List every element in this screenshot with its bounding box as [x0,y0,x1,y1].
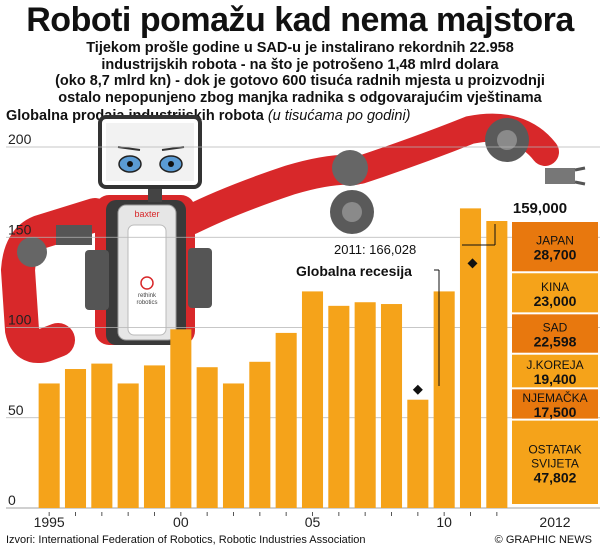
x-tick-label: 1995 [34,514,65,530]
robot-gripper-fingers [574,166,586,186]
breakdown-name: SVIJETA [531,456,579,470]
page-title: Roboti pomažu kad nema majstora [26,1,574,39]
robot-left-forearm [85,250,109,310]
robot-brand: baxter [134,209,159,219]
subtitle-line: ostalo nepopunjeno zbog manjka radnika s… [58,89,542,106]
y-tick-label: 0 [8,492,16,508]
breakdown-value: 22,598 [534,334,577,350]
robot-right-forearm [188,248,212,308]
axes: 0 50 100 150 200 1995 00 05 10 2012 [8,131,571,530]
chart-heading-unit: (u tisućama po godini) [267,108,411,124]
peak-marker [467,258,478,269]
breakdown-segment [512,389,598,419]
breakdown-name: NJEMAČKA [522,390,587,405]
robot-badge-line1: rethink [138,293,157,299]
robot-badge-icon [140,276,154,290]
bar [38,383,60,508]
breakdown-name: JAPAN [536,234,574,248]
robot-left-pupil [127,161,133,167]
breakdown-segment [512,222,598,272]
y-tick-label: 150 [8,221,32,237]
robot-left-elbow [17,237,47,267]
source-note: Izvori: International Federation of Robo… [6,534,366,546]
recession-label: Globalna recesija [296,263,412,279]
breakdown-name: J.KOREJA [526,358,583,372]
breakdown-name: SAD [543,321,568,335]
recession-marker [412,384,423,395]
robot-badge-line2: robotics [136,300,157,306]
breakdown-name: KINA [541,280,569,294]
robot-gripper [545,168,575,184]
annotations: 2011: 166,028 Globalna recesija 159,000 [296,200,567,386]
x-tick-label: 2012 [539,514,570,530]
credit: © GRAPHIC NEWS [494,534,592,546]
bar [275,332,297,508]
robot-chest-plate [127,224,167,336]
subtitle-line: Tijekom prošle godine u SAD-u je instali… [86,40,514,56]
bar [380,304,403,508]
bar [486,221,508,508]
breakdown-total: 159,000 [513,200,567,217]
breakdown-value: 47,802 [534,469,577,485]
breakdown-value: 23,000 [534,293,577,309]
peak-label: 2011: 166,028 [334,242,416,257]
robot-right-pupil [168,161,174,167]
bars [38,208,508,508]
bar [328,305,350,508]
robot-eyebrows [117,146,185,151]
bar [170,329,192,508]
breakdown-value: 17,500 [534,404,577,420]
bar [117,383,139,508]
bar [249,361,271,508]
x-tick-label: 05 [305,514,321,530]
y-tick-label: 50 [8,402,24,418]
robot-wrist-cap [497,130,517,150]
bar [301,291,324,508]
y-tick-label: 200 [8,131,32,147]
bar [222,383,245,508]
x-tick-label: 00 [173,514,189,530]
breakdown-value: 19,400 [534,371,577,387]
bar [354,302,376,508]
bar [91,363,113,508]
robot-illustration: baxter rethink robotics [0,113,586,363]
robot-right-elbow-cap [342,202,362,222]
robot-right-shoulder-joint [332,150,368,186]
bar [143,365,166,508]
breakdown-segment [512,420,598,504]
breakdown-segment [512,273,598,313]
x-tick-label: 10 [436,514,452,530]
bar [196,367,218,508]
y-tick-label: 100 [8,312,32,328]
bar [64,369,87,508]
breakdown-segment [512,354,598,388]
breakdown-value: 28,700 [534,247,577,263]
bar [459,208,482,508]
subtitle-line: (oko 8,7 mlrd kn) - dok je gotovo 600 ti… [55,73,545,89]
subtitle: Tijekom prošle godine u SAD-u je instali… [0,40,600,106]
subtitle-line: industrijskih robota - na što je potroše… [101,56,499,73]
breakdown-segment [512,314,598,353]
bar [433,291,455,508]
breakdown-name: OSTATAK [528,442,581,456]
bar [407,399,429,508]
robot-left-joint [56,225,92,245]
robot-face [106,123,194,181]
